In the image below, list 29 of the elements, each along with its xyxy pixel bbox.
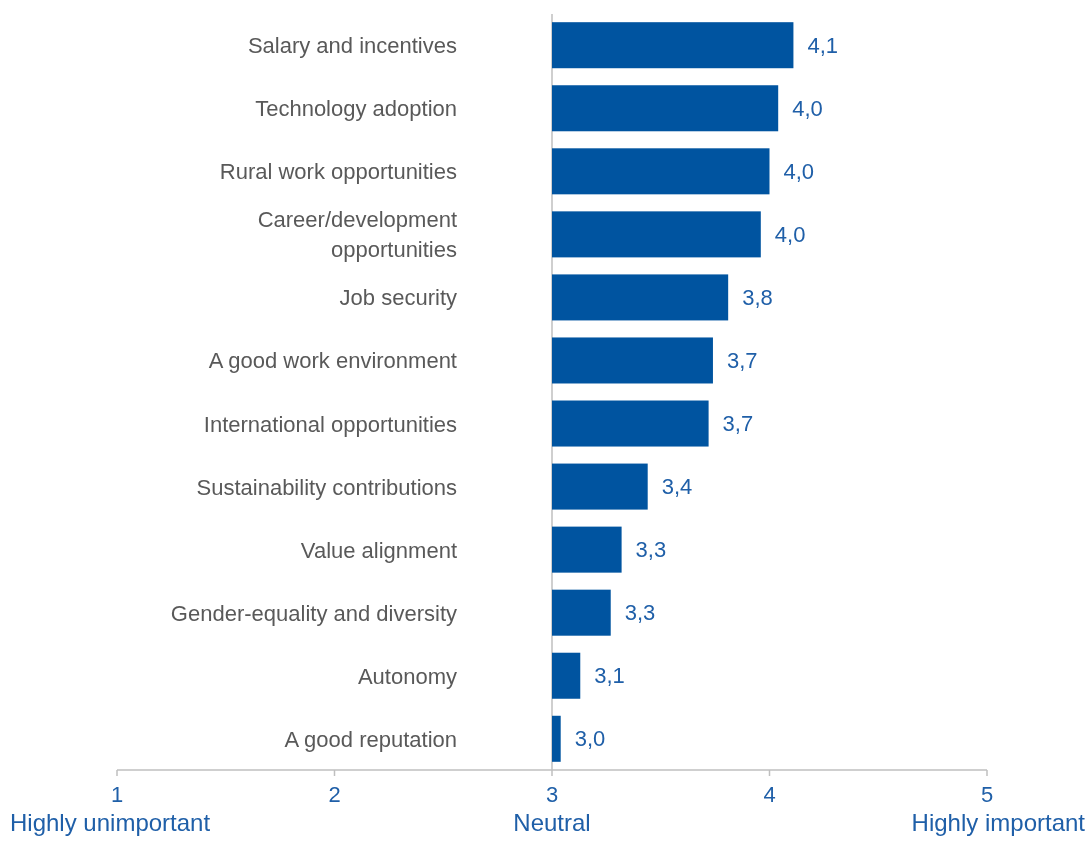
y-tick-label: Gender-equality and diversity (170, 600, 457, 626)
y-tick-label: Autonomy (357, 663, 457, 689)
y-tick-label: Salary and incentives (247, 32, 457, 58)
x-tick-label: 5 Highly important (911, 782, 1086, 836)
y-tick-label: Value alignment (300, 537, 457, 563)
x-tick-label: 3 Neutral (513, 782, 591, 836)
y-tick-label: A good reputation (284, 726, 457, 752)
y-tick-label: Technology adoption (255, 95, 457, 121)
y-tick-label: Career/development opportunities (257, 206, 457, 262)
data-label: 4,0 (792, 95, 823, 121)
data-label: 4,0 (774, 221, 806, 247)
data-label: 3,3 (624, 600, 656, 626)
data-label: 3,7 (726, 347, 758, 373)
x-tick-label: 2 (328, 782, 341, 807)
data-label: 3,1 (594, 663, 625, 689)
y-tick-label: A good work environment (208, 347, 457, 373)
y-tick-label: Sustainability contributions (196, 474, 457, 500)
data-label: 3,0 (574, 726, 606, 752)
data-label: 3,3 (635, 537, 667, 563)
data-label: 3,4 (661, 474, 693, 500)
data-label: 4,0 (783, 158, 815, 184)
y-tick-label: Rural work opportunities (219, 158, 457, 184)
x-tick-label: 1 Highly unimportant (10, 782, 211, 836)
data-label: 4,1 (807, 32, 839, 58)
x-tick-label: 4 (763, 782, 776, 807)
data-label: 3,7 (722, 411, 754, 437)
y-tick-label: International opportunities (203, 411, 457, 437)
y-tick-label: Job security (339, 284, 457, 310)
data-label: 3,8 (742, 284, 773, 310)
